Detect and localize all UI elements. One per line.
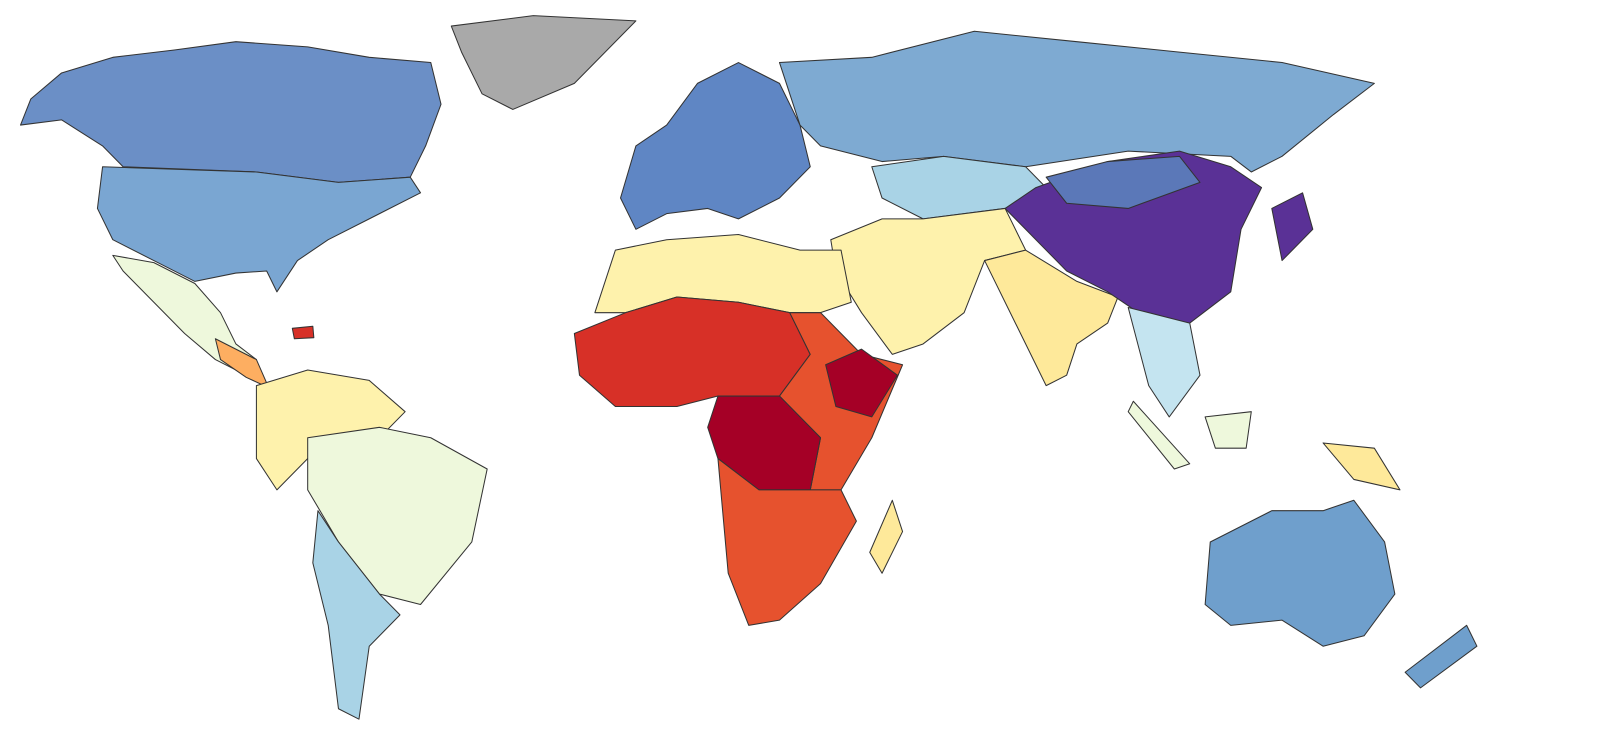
canada bbox=[20, 41, 442, 183]
new-guinea bbox=[1322, 442, 1401, 491]
usa bbox=[96, 166, 422, 293]
southern-africa bbox=[717, 458, 857, 626]
india bbox=[984, 249, 1119, 387]
mongolia bbox=[1045, 155, 1201, 209]
russia bbox=[778, 30, 1375, 173]
central-america bbox=[214, 338, 270, 389]
madagascar bbox=[869, 499, 904, 574]
australia bbox=[1204, 499, 1396, 647]
caribbean bbox=[291, 325, 315, 340]
japan bbox=[1271, 192, 1314, 262]
argentina bbox=[312, 510, 401, 720]
ethiopia bbox=[825, 348, 898, 418]
middle-east bbox=[830, 207, 1027, 355]
sumatra bbox=[1127, 400, 1191, 470]
borneo bbox=[1204, 411, 1252, 449]
europe bbox=[619, 62, 811, 230]
new-zealand bbox=[1404, 624, 1478, 689]
greenland bbox=[450, 15, 637, 110]
southeast-asia bbox=[1127, 306, 1201, 418]
brazil bbox=[307, 426, 488, 606]
